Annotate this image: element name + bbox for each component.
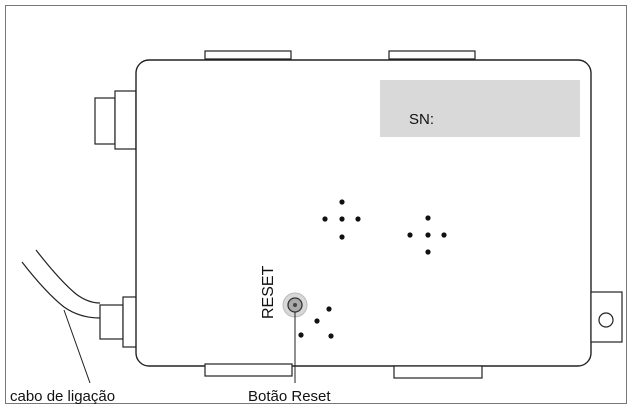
cable-leader-line [63, 309, 91, 384]
right-side-port [590, 291, 623, 343]
indicator-dots-reset [298, 306, 334, 339]
cable-callout-label: cabo de ligação [10, 388, 115, 405]
connection-cable [21, 249, 101, 319]
indicator-dots-left [322, 199, 361, 240]
indicator-dots-right [407, 215, 447, 255]
cable-grommet [99, 296, 138, 348]
reset-vertical-label: RESET [260, 265, 277, 319]
port-hole-icon [598, 312, 614, 328]
serial-label-area [380, 80, 580, 137]
serial-label: SN: [409, 111, 434, 128]
reset-button[interactable] [282, 292, 308, 318]
bottom-mount-tab-right [393, 365, 483, 379]
reset-callout-label: Botão Reset [248, 388, 331, 405]
left-connector [94, 90, 137, 150]
bottom-mount-tab-left [204, 363, 293, 377]
